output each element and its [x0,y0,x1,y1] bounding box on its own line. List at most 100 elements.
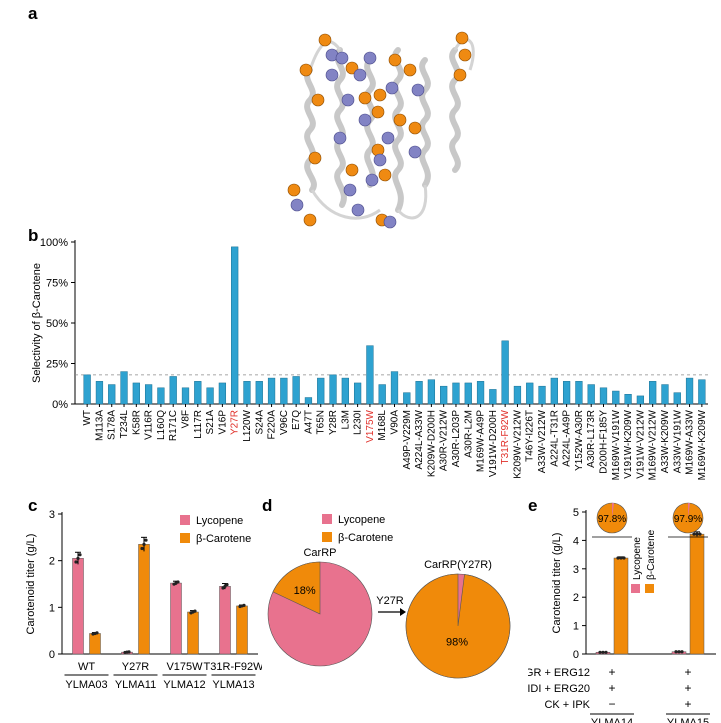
condition-mark: + [608,681,615,695]
x-tick-label: A33W-V191W [672,409,683,473]
x-tick-label: V8F [181,410,192,428]
pie-title: CarRP [303,547,336,559]
legend-swatch [180,515,190,525]
bar [231,246,239,405]
x-tick-label: Y27R [122,661,150,673]
data-point [242,603,246,607]
bar [132,382,140,405]
x-tick-label: WT [78,661,95,673]
y-axis-label: Selectivity of β-Carotene [31,263,43,383]
x-tick-label: M169W-V191W [611,409,622,480]
x-tick-label: V96C [279,410,290,435]
bar [440,385,448,405]
data-point [76,556,80,560]
bar [689,533,705,655]
bar [575,381,583,405]
data-point [601,650,605,654]
condition-mark: + [684,697,691,711]
pie-slice-carotene [272,561,321,615]
x-tick-label: D200H-F185Y [599,410,610,474]
condition-mark: + [684,681,691,695]
bar [280,377,288,405]
x-tick-label: E7Q [291,410,302,430]
bar [378,384,386,405]
panel-letter-a: a [28,4,38,23]
y-axis-label: Carotenoid titer (g/L) [25,534,37,635]
x-tick-label: M169W-A49P [476,410,487,472]
y-tick-label: 2 [573,592,579,604]
legend-label: β-Carotene [338,532,393,544]
panel-letter-b: b [28,226,39,245]
x-tick-label: T234L [119,410,130,439]
x-tick-label: V191W-D200H [488,410,499,477]
bar [72,558,84,655]
legend-label: Lycopene [196,515,243,527]
x-tick-label: V175W [365,409,376,442]
x-tick-label: Y28R [328,410,339,435]
x-tick-label: T31R-F92W [204,661,262,673]
legend-label: Lycopene [632,537,643,580]
protein-structure-illustration [287,31,475,229]
bar [219,586,231,655]
bar [138,544,150,655]
data-point [695,532,699,536]
data-point [692,532,696,536]
x-tick-label: A224L-A33W [414,409,425,469]
x-tick-label: A33W-V212W [537,409,548,473]
condition-label: CK + IPK [544,699,590,711]
x-tick-label: V191W-V212W [635,409,646,478]
x-tick-label: M169W-K209W [697,409,708,480]
bar [698,379,706,405]
bar [218,382,227,405]
y-tick-label: 75% [46,278,68,290]
blue-residue-spheres [290,48,425,229]
bar [464,382,472,405]
x-tick-label: A30R-L173R [586,410,597,468]
data-point [140,546,144,551]
bar [83,374,91,405]
y-tick-label: 4 [573,535,579,547]
x-tick-label: A33W-K209W [660,409,671,473]
bar [144,384,153,405]
y-tick-label: 50% [46,318,68,330]
x-tick-label: T65N [316,410,327,434]
legend-swatch [645,584,654,593]
bar [255,381,263,405]
x-tick-label: L117R [193,410,204,439]
strain-label: YLMA13 [212,679,254,691]
bar [599,387,608,405]
bar [95,381,104,405]
data-point [604,650,608,654]
data-point [677,650,681,654]
x-tick-label: L120W [242,409,253,441]
bar [427,379,436,405]
condition-mark: + [608,665,615,679]
x-tick-label: A224L-T31R [549,410,560,467]
strain-label: YLMA15 [667,717,709,723]
y-tick-label: 1 [573,621,579,633]
panel-letter-e: e [528,496,538,515]
x-tick-label: S21A [205,410,216,435]
bar [120,371,128,405]
y-tick-label: 100% [40,237,68,249]
x-tick-label: A47T [303,410,314,434]
bar [562,381,571,405]
bar [587,384,595,405]
x-tick-label: M169W-V212W [648,409,659,480]
bar [89,633,101,655]
bar [243,381,251,405]
condition-label: IDI + ERG20 [528,683,590,695]
y-tick-label: 3 [49,509,55,521]
bar [550,377,558,405]
legend-swatch [631,584,640,593]
x-tick-label: V90A [390,410,401,435]
pie-title: CarRP(Y27R) [424,559,492,571]
data-point [616,556,620,560]
bar [194,381,202,405]
x-tick-label: T31R-F92W [500,409,511,464]
x-tick-label: A30R-L2M [463,410,474,458]
titer-bar-chart-c: 0 1 2 3 Carotenoid titer (g/L) WT YLMA03 Y27R YL… [25,509,262,691]
legend-label: Lycopene [338,514,385,526]
y-tick-label: 5 [573,507,579,519]
